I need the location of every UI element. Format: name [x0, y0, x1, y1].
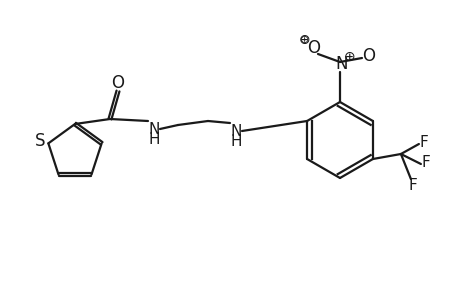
- Text: O: O: [111, 74, 124, 92]
- Text: S: S: [35, 132, 45, 150]
- Text: ⊕: ⊕: [343, 50, 355, 64]
- Text: F: F: [419, 134, 427, 149]
- Text: ⊖: ⊖: [298, 33, 310, 47]
- Text: N: N: [230, 124, 241, 139]
- Text: H: H: [230, 134, 241, 148]
- Text: ⊕: ⊕: [300, 35, 309, 45]
- Text: F: F: [420, 154, 429, 169]
- Text: N: N: [148, 122, 159, 136]
- Text: H: H: [148, 131, 159, 146]
- Text: O: O: [307, 39, 320, 57]
- Text: O: O: [362, 47, 375, 65]
- Text: N: N: [335, 55, 347, 73]
- Text: F: F: [408, 178, 416, 194]
